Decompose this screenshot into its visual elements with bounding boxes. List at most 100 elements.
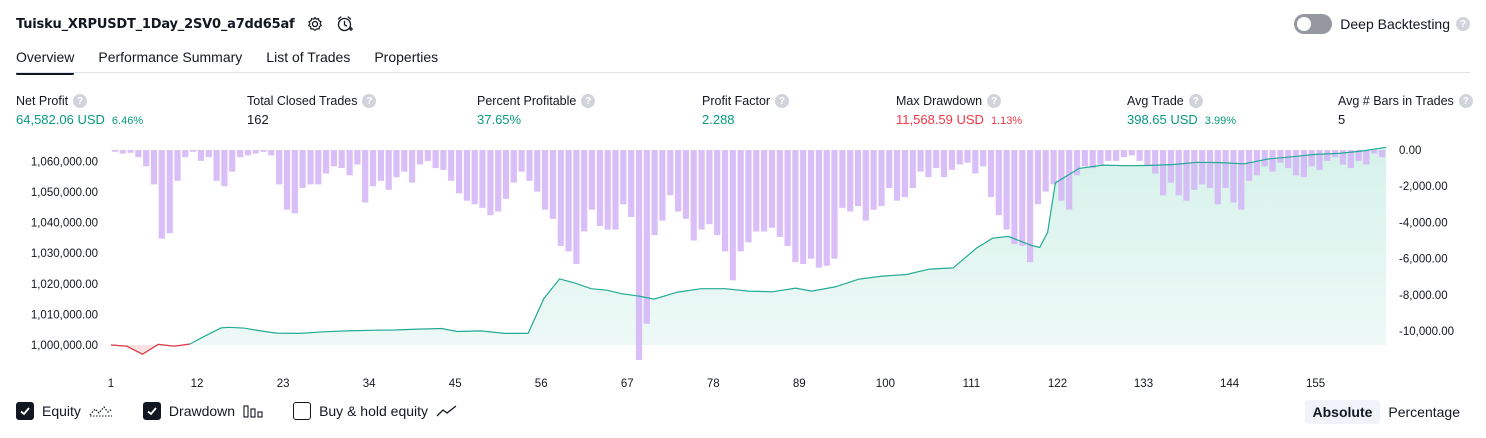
report-tabs: Overview Performance Summary List of Tra… <box>16 46 462 75</box>
drawdown-bar <box>894 150 901 201</box>
drawdown-bar <box>557 150 564 246</box>
drawdown-bar <box>1050 150 1057 185</box>
deep-backtesting-help-icon[interactable]: ? <box>1456 17 1470 31</box>
drawdown-bar <box>682 150 689 219</box>
drawdown-bar <box>980 150 987 167</box>
metric-net-profit: Net Profit? 64,582.06 USD 6.46% <box>16 93 143 128</box>
drawdown-bar <box>330 150 337 167</box>
tab-overview[interactable]: Overview <box>16 46 75 75</box>
buy-hold-checkbox[interactable] <box>293 402 312 420</box>
right-axis-label: 0.00 <box>1399 145 1421 157</box>
drawdown-bar <box>1300 150 1307 178</box>
drawdown-bar <box>612 150 619 230</box>
drawdown-bar <box>283 150 291 210</box>
legend-buy-hold[interactable]: Buy & hold equity <box>293 402 458 420</box>
drawdown-bar <box>1316 150 1323 170</box>
percentage-button[interactable]: Percentage <box>1388 404 1460 420</box>
x-axis-label: 78 <box>707 378 720 390</box>
drawdown-bar <box>1253 150 1260 176</box>
drawdown-bar <box>745 150 752 243</box>
drawdown-bar <box>495 150 502 212</box>
drawdown-bar <box>1292 150 1300 176</box>
drawdown-checkbox[interactable] <box>142 402 161 420</box>
drawdown-bar <box>1277 150 1284 163</box>
drawdown-bar <box>1175 150 1182 196</box>
help-icon[interactable]: ? <box>987 94 1002 108</box>
drawdown-bar <box>487 150 494 216</box>
drawdown-bar <box>1003 150 1010 230</box>
help-icon[interactable]: ? <box>1458 94 1473 108</box>
drawdown-bar <box>573 150 580 264</box>
drawdown-bar <box>987 150 995 198</box>
tab-performance-summary[interactable]: Performance Summary <box>98 49 243 65</box>
equity-drawdown-chart: 1,000,000.00 1,010,000.00 1,020,000.00 1,03… <box>31 145 1454 390</box>
metric-value: 11,568.59 USD <box>896 112 984 127</box>
drawdown-bar <box>925 150 932 178</box>
deep-backtesting-toggle[interactable] <box>1294 14 1333 34</box>
metric-percent-profitable: Percent Profitable? 37.65% <box>477 93 596 128</box>
metric-percent: 6.46% <box>111 115 144 127</box>
drawdown-bar <box>964 150 971 163</box>
x-axis-label: 45 <box>449 378 462 390</box>
drawdown-bar <box>768 150 776 228</box>
metric-label: Net Profit <box>16 94 69 108</box>
drawdown-bar <box>675 150 682 212</box>
drawdown-bar <box>252 150 259 154</box>
left-axis-label: 1,010,000.00 <box>31 309 98 321</box>
help-icon[interactable]: ? <box>1188 94 1203 108</box>
right-axis-label: -8,000.00 <box>1399 290 1448 302</box>
drawdown-bar <box>409 150 416 183</box>
legend-equity[interactable]: Equity <box>16 402 113 420</box>
absolute-button[interactable]: Absolute <box>1304 400 1381 424</box>
drawdown-bar <box>307 150 314 185</box>
x-axis-label: 56 <box>535 378 548 390</box>
drawdown-bar <box>831 150 838 259</box>
drawdown-bar <box>158 150 165 239</box>
buy-hold-line-icon <box>436 404 458 418</box>
metric-avg-trade: Avg Trade? 398.65 USD 3.99% <box>1127 93 1236 128</box>
drawdown-bar <box>1027 150 1034 263</box>
drawdown-bar <box>166 150 173 234</box>
drawdown-bar <box>956 150 963 165</box>
left-axis-label: 1,050,000.00 <box>31 187 98 199</box>
help-icon[interactable]: ? <box>775 94 790 108</box>
drawdown-bar <box>1183 150 1190 201</box>
drawdown-bar <box>463 150 470 201</box>
right-axis-label: -4,000.00 <box>1399 217 1448 229</box>
drawdown-bar <box>119 150 126 154</box>
metric-value: 398.65 USD <box>1127 112 1198 127</box>
add-alert-clock-icon[interactable] <box>334 13 356 35</box>
drawdown-bar <box>1097 150 1104 165</box>
metric-value: 2.288 <box>702 112 735 127</box>
settings-gear-icon[interactable] <box>304 13 326 35</box>
drawdown-bar <box>761 150 768 232</box>
equity-checkbox[interactable] <box>16 402 34 420</box>
drawdown-bar <box>1191 150 1198 190</box>
drawdown-bar <box>440 150 447 170</box>
drawdown-bar <box>534 150 541 192</box>
legend-label: Drawdown <box>168 403 236 419</box>
drawdown-bar <box>800 150 807 264</box>
tab-properties[interactable]: Properties <box>374 49 439 65</box>
drawdown-bar <box>346 150 353 176</box>
drawdown-bar <box>1066 150 1073 210</box>
x-axis-label: 111 <box>963 378 980 390</box>
tab-list-of-trades[interactable]: List of Trades <box>266 49 351 65</box>
help-icon[interactable]: ? <box>362 94 377 108</box>
legend-drawdown[interactable]: Drawdown <box>142 402 263 420</box>
metric-label: Avg # Bars in Trades <box>1338 94 1454 108</box>
drawdown-bar <box>291 150 298 214</box>
help-icon[interactable]: ? <box>73 94 88 108</box>
drawdown-bar <box>784 150 791 246</box>
drawdown-bar <box>1379 150 1386 158</box>
drawdown-bar <box>714 150 721 236</box>
drawdown-bar <box>362 150 369 203</box>
drawdown-bar <box>127 150 134 153</box>
help-icon[interactable]: ? <box>581 94 596 108</box>
drawdown-bars-icon <box>243 404 263 418</box>
drawdown-bar <box>1214 150 1221 205</box>
drawdown-bar <box>518 150 525 172</box>
drawdown-bar <box>635 150 643 360</box>
drawdown-bar <box>886 150 893 188</box>
drawdown-bar <box>1269 150 1276 172</box>
